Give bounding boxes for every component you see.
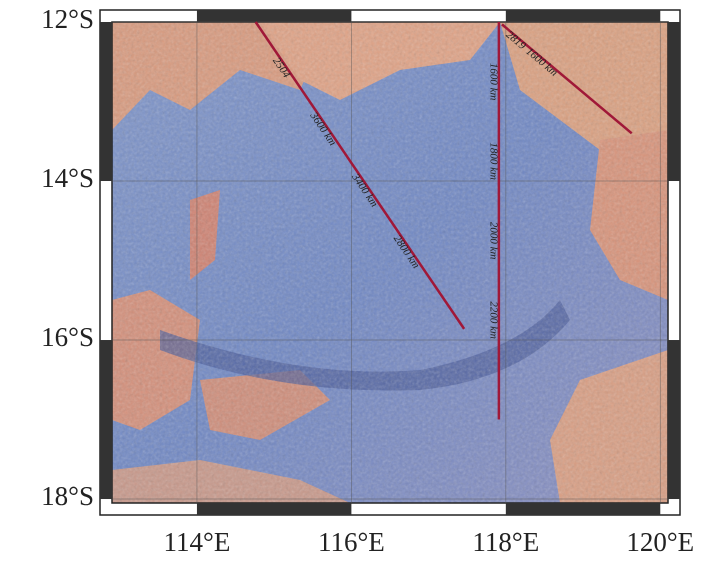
track-label: 2000 km	[487, 222, 499, 260]
frame-segment	[668, 340, 680, 499]
y-tick-label: 12°S	[41, 4, 94, 34]
y-tick-label: 14°S	[41, 163, 94, 193]
frame-segment	[100, 22, 112, 181]
track-label: 2200 km	[487, 301, 499, 339]
y-tick-label: 16°S	[41, 322, 94, 352]
frame-segment	[506, 10, 660, 22]
x-tick-label: 118°E	[472, 527, 539, 557]
frame-segment	[197, 10, 351, 22]
frame-segment	[100, 340, 112, 499]
y-tick-label: 18°S	[41, 481, 94, 511]
track-label: 1800 km	[487, 142, 499, 180]
x-tick-label: 116°E	[318, 527, 385, 557]
x-tick-label: 114°E	[164, 527, 231, 557]
track-name: 1600 km	[487, 63, 499, 101]
frame-segment	[668, 22, 680, 181]
map: 25043600 km3400 km2800 km1600 km1800 km2…	[0, 0, 702, 568]
frame-segment	[197, 503, 351, 515]
frame-segment	[506, 503, 660, 515]
x-tick-label: 120°E	[626, 527, 694, 557]
